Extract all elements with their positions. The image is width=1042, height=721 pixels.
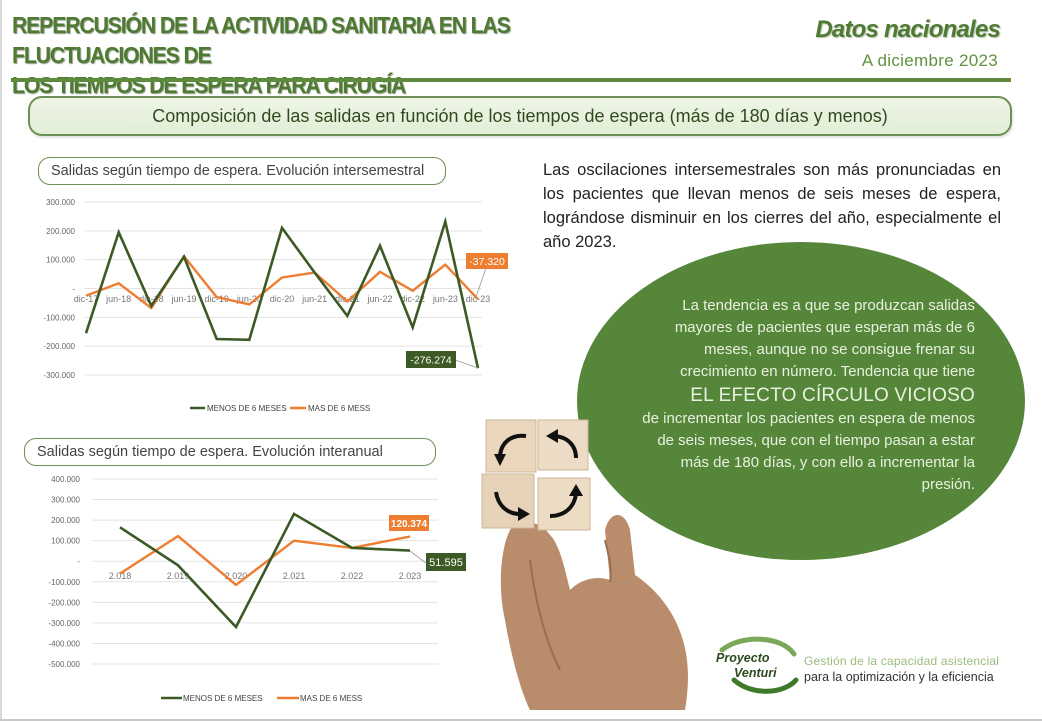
chart2-orange-annotation: 120.374 [391, 519, 428, 530]
callout-highlight: EL EFECTO CÍRCULO VICIOSO [690, 385, 975, 406]
header-divider [11, 78, 1011, 82]
x-tick-label: 2.021 [283, 571, 306, 581]
y-tick-label: 100.000 [46, 256, 75, 265]
chart2-interanual: 400.000 300.000 200.000 100.000 - -100.000 -20… [48, 475, 466, 703]
y-tick-label: -400.000 [48, 639, 80, 648]
x-tick-label: dic-18 [139, 294, 164, 304]
hand-shape [500, 515, 688, 710]
x-tick-label: jun-20 [236, 294, 262, 304]
y-tick-label: 200.000 [46, 227, 75, 236]
x-tick-label: 2.023 [399, 571, 422, 581]
chart1-legend-green-label: MENOS DE 6 MESES [207, 404, 287, 413]
y-tick-label: -200.000 [43, 342, 75, 351]
x-tick-label: dic-21 [335, 294, 360, 304]
chart2-title-text: Salidas según tiempo de espera. Evolució… [37, 444, 383, 460]
vicious-circle-callout [577, 242, 1025, 560]
y-tick-label: 400.000 [51, 475, 80, 484]
chart1-green-leader [454, 359, 479, 369]
chart2-gridlines [92, 478, 438, 665]
x-tick-label: dic-19 [204, 294, 229, 304]
chart1-intersemestral: 300.000 200.000 100.000 - -100.000 -200.000 -3… [43, 198, 508, 413]
charts-canvas: 300.000200.000100.000--100.000-200.000-3… [43, 198, 508, 703]
scope-date: A diciembre 2023 [861, 51, 998, 70]
logo-tagline2: para la optimización y la eficiencia [804, 670, 994, 684]
y-tick-label: 300.000 [46, 198, 75, 207]
y-tick-label: - [72, 285, 75, 294]
x-tick-label: dic-17 [74, 294, 99, 304]
x-tick-label: dic-20 [270, 294, 295, 304]
y-tick-label: -300.000 [43, 371, 75, 380]
y-tick-label: -200.000 [48, 598, 80, 607]
chart1-title: Salidas según tiempo de espera. Evolució… [38, 157, 446, 185]
y-tick-label: 200.000 [51, 516, 80, 525]
x-tick-label: 2.020 [225, 571, 248, 581]
section-banner: Composición de las salidas en función de… [28, 96, 1012, 136]
page-title-line2: LOS TIEMPOS DE ESPERA PARA CIRUGÍA [12, 72, 406, 98]
callout-intro: La tendencia es a que se produzcan salid… [674, 297, 975, 380]
chart1-series-menos-6-meses [84, 216, 480, 369]
chart1-orange-annotation: -37.320 [469, 256, 505, 268]
y-tick-label: -300.000 [48, 619, 80, 628]
vicious-circle-callout-text: La tendencia es a que se produzcan salid… [640, 295, 975, 496]
x-tick-label: dic-22 [400, 294, 425, 304]
logo-swoosh-icon [719, 636, 799, 694]
proyecto-venturi-logo: Proyecto Venturi Gestión de la capacidad… [712, 636, 1012, 694]
y-tick-label: - [77, 557, 80, 566]
logo-tagline1: Gestión de la capacidad asistencial [804, 654, 1000, 668]
chart1-orange-annotation-box [466, 253, 508, 269]
scope-title: Datos nacionales [815, 16, 1000, 43]
x-tick-label: jun-23 [432, 294, 458, 304]
chart2-title: Salidas según tiempo de espera. Evolució… [24, 438, 436, 466]
y-tick-label: 100.000 [51, 537, 80, 546]
chart2-y-axis: 400.000 300.000 200.000 100.000 - -100.000 -20… [48, 475, 80, 669]
y-tick-label: 300.000 [51, 496, 80, 505]
cycle-arrows-cubes-icon [481, 419, 688, 710]
chart1-green-annotation-box [406, 351, 456, 368]
chart1-y-axis: 300.000 200.000 100.000 - -100.000 -200.000 -3… [43, 198, 75, 380]
chart1-green-annotation: -276.274 [410, 355, 452, 367]
page-title-line1: REPERCUSIÓN DE LA ACTIVIDAD SANITARIA EN… [12, 12, 511, 68]
chart2-green-annotation: 51.595 [429, 557, 463, 569]
callout-outro: de incrementar los pacientes en espera d… [642, 410, 975, 493]
chart1-legend-orange-label: MAS DE 6 MESS [308, 404, 370, 413]
logo-name-line1: Proyecto [716, 651, 770, 665]
chart2-series-mas-6-meses [119, 534, 411, 587]
x-tick-label: jun-18 [105, 294, 131, 304]
chart2-legend-orange-label: MAS DE 6 MESS [300, 694, 362, 703]
chart2-green-leader [409, 550, 427, 564]
y-tick-label: -100.000 [48, 578, 80, 587]
section-banner-text: Composición de las salidas en función de… [152, 105, 888, 126]
x-tick-label: jun-21 [301, 294, 327, 304]
y-tick-label: -100.000 [43, 313, 75, 322]
page-left-border [0, 0, 2, 721]
chart2-x-axis: 2.018 2.019 2.020 2.021 2.022 2.023 [109, 571, 422, 581]
footer-divider [0, 719, 1042, 721]
x-tick-label: 2.022 [341, 571, 364, 581]
x-tick-label: jun-19 [170, 294, 196, 304]
chart1-orange-leader [475, 267, 487, 298]
chart2-green-annotation-box [426, 553, 466, 571]
x-tick-label: 2.018 [109, 571, 132, 581]
x-tick-label: 2.019 [167, 571, 190, 581]
chart2-orange-annotation-box [389, 515, 429, 531]
page-title: REPERCUSIÓN DE LA ACTIVIDAD SANITARIA EN… [12, 10, 674, 100]
x-tick-label: jun-22 [366, 294, 392, 304]
chart2-legend-green-label: MENOS DE 6 MESES [183, 694, 263, 703]
chart1-title-text: Salidas según tiempo de espera. Evolució… [51, 163, 425, 179]
chart2-series-menos-6-meses [119, 512, 411, 630]
logo-name-line2: Venturi [734, 666, 777, 680]
commentary-paragraph: Las oscilaciones intersemestrales son má… [543, 161, 1001, 251]
y-tick-label: -500.000 [48, 660, 80, 669]
